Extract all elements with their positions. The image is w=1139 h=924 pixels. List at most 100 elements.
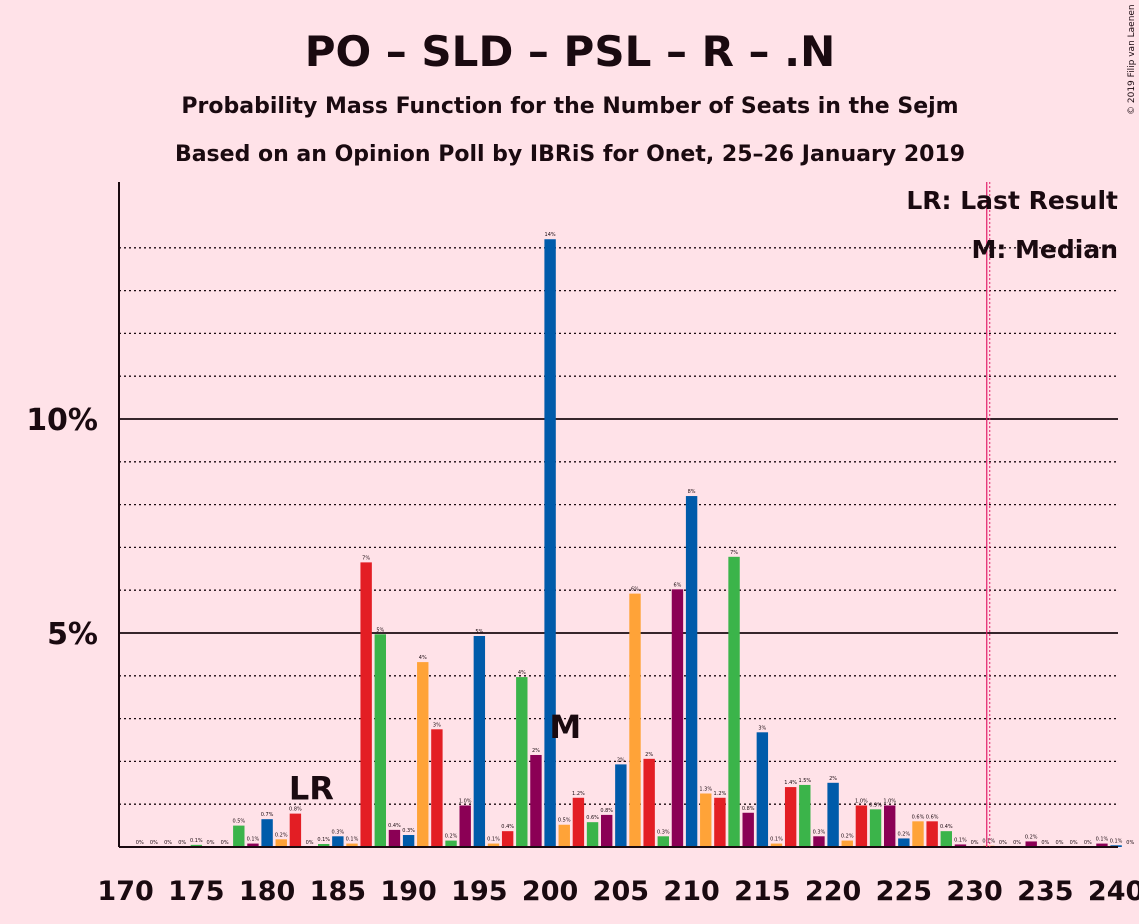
bar-label-seat-217: 1.4% [784, 780, 797, 786]
bar-seat-178 [233, 825, 245, 847]
bar-seat-186 [346, 843, 358, 847]
bar-label-seat-230: 0% [971, 840, 979, 846]
bar-label-seat-205: 2% [617, 757, 625, 763]
bar-label-seat-238: 0% [1084, 840, 1092, 846]
bar-seat-181 [275, 839, 287, 847]
bar-label-seat-241: 0% [1126, 840, 1134, 846]
bar-label-seat-187: 7% [362, 555, 370, 561]
legend: LR: Last Result M: Median [906, 186, 1118, 264]
bar-label-seat-229: 0.1% [954, 837, 967, 843]
bar-seat-221 [841, 840, 853, 847]
bar-label-seat-204: 0.8% [600, 808, 613, 814]
bar-seat-226 [912, 821, 924, 847]
median-marker: M [549, 708, 581, 746]
bar-label-seat-171: 0% [136, 840, 144, 846]
bar-label-seat-201: 0.5% [558, 818, 571, 824]
x-tick-label: 230 [946, 876, 1002, 907]
bar-label-seat-216: 0.1% [770, 837, 783, 843]
bar-seat-179 [247, 843, 259, 847]
legend-median: M: Median [971, 235, 1118, 264]
bar-label-seat-200: 14% [545, 232, 556, 238]
bar-label-seat-198: 4% [518, 670, 526, 676]
bar-seat-180 [261, 819, 273, 847]
bar-label-seat-196: 0.1% [487, 837, 500, 843]
bar-seat-209 [671, 589, 684, 847]
bar-seat-220 [827, 782, 839, 847]
bar-label-seat-190: 0.3% [402, 828, 415, 834]
bar-seat-219 [813, 836, 825, 847]
bar-seat-239 [1096, 843, 1108, 847]
bar-seat-190 [402, 835, 415, 847]
gridlines [119, 247, 1118, 805]
x-tick-label: 170 [97, 876, 153, 907]
x-tick-label: 205 [593, 876, 649, 907]
bar-label-seat-173: 0% [164, 840, 172, 846]
bar-label-seat-218: 1.5% [798, 778, 811, 784]
bar-seat-197 [501, 831, 514, 847]
bar-seat-187 [360, 562, 372, 847]
bar-value-labels: 0% 0% 0% 0% 0.1% 0% 0% 0.5% 0.1% 0.7% 0.2% 0.8% 0% 0.… [136, 232, 1135, 846]
axes: 5% 10% 170 175 180 185 190 195 200 205 210 215 220 22… [26, 182, 1139, 907]
bar-label-seat-186: 0.1% [346, 837, 359, 843]
bar-label-seat-203: 0.6% [586, 815, 599, 821]
bar-seat-196 [487, 843, 500, 847]
bar-label-seat-188: 5% [376, 627, 384, 633]
bar-label-seat-225: 0.2% [897, 831, 910, 837]
bar-seat-188 [374, 634, 386, 847]
x-tick-label: 185 [310, 876, 366, 907]
bar-label-seat-176: 0% [207, 840, 215, 846]
bar-seat-216 [770, 843, 783, 847]
x-tick-label: 195 [451, 876, 507, 907]
bar-label-seat-180: 0.7% [261, 812, 274, 818]
bar-seat-204 [601, 814, 613, 847]
x-tick-label: 220 [805, 876, 861, 907]
bar-label-seat-227: 0.6% [926, 814, 939, 820]
bar-seat-191 [417, 662, 429, 847]
bar-label-seat-239: 0.1% [1096, 837, 1109, 843]
bar-seat-195 [473, 635, 486, 847]
bar-seat-175 [190, 844, 203, 847]
bar-seat-225 [898, 838, 910, 847]
bar-seat-229 [954, 844, 967, 847]
bar-label-seat-219: 0.3% [813, 829, 826, 835]
bar-seat-227 [926, 821, 938, 847]
chart-title: PO – SLD – PSL – R – .N [305, 27, 836, 76]
bar-label-seat-212: 1.2% [714, 791, 727, 797]
bar-seat-234 [1025, 841, 1037, 847]
legend-last-result: LR: Last Result [906, 186, 1118, 215]
bar-label-seat-193: 0.2% [445, 834, 458, 840]
bar-seat-185 [332, 836, 344, 847]
bar-label-seat-228: 0.4% [940, 824, 953, 830]
x-tick-label: 180 [239, 876, 295, 907]
x-tick-label: 175 [168, 876, 224, 907]
copyright-notice: © 2019 Filip van Laenen [1127, 4, 1137, 115]
bar-label-seat-220: 2% [829, 776, 837, 782]
bar-label-seat-236: 0% [1056, 840, 1064, 846]
bar-label-seat-185: 0.3% [331, 829, 344, 835]
bar-seat-213 [728, 556, 740, 847]
bar-label-seat-207: 2% [645, 752, 653, 758]
bar-seat-207 [643, 758, 655, 847]
bar-label-seat-208: 0.3% [657, 829, 670, 835]
bar-seat-215 [756, 732, 769, 847]
bar-label-seat-177: 0% [221, 840, 229, 846]
bar-label-seat-181: 0.2% [275, 832, 288, 838]
x-tick-label: 235 [1017, 876, 1073, 907]
bar-seat-214 [742, 812, 754, 847]
bar-label-seat-211: 1.3% [699, 787, 712, 793]
bar-seat-205 [615, 764, 627, 847]
bar-seat-223 [869, 809, 882, 847]
bar-label-seat-213: 7% [730, 550, 738, 556]
bar-seat-200 [544, 239, 556, 848]
bar-seat-210 [685, 496, 698, 847]
chart-source-line: Based on an Opinion Poll by IBRiS for On… [175, 142, 965, 167]
bar-label-seat-174: 0% [178, 840, 186, 846]
bar-seat-193 [445, 840, 457, 847]
bar-label-seat-202: 1.2% [572, 791, 585, 797]
bar-label-seat-192: 3% [433, 722, 441, 728]
bar-label-seat-179: 0.1% [247, 837, 260, 843]
bar-label-seat-178: 0.5% [232, 819, 245, 825]
bar-seat-184 [318, 844, 330, 847]
markers: LR M [289, 182, 991, 847]
bar-seat-199 [530, 754, 542, 847]
